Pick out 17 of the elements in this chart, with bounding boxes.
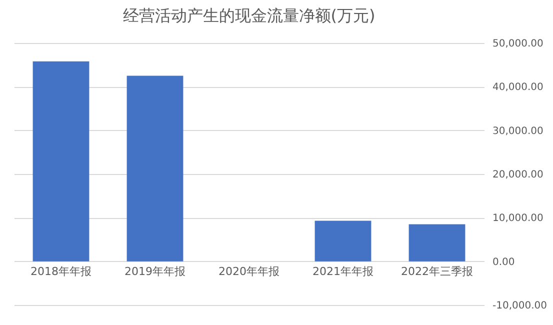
bar (314, 220, 372, 262)
bar (126, 76, 184, 262)
x-tick-label: 2018年年报 (30, 264, 92, 278)
x-tick-label: 2019年年报 (124, 264, 186, 278)
y-tick-label: 30,000.00 (492, 126, 544, 137)
x-tick-label: 2021年年报 (312, 264, 374, 278)
y-tick-label: 20,000.00 (492, 170, 544, 180)
y-tick-label: 50,000.00 (492, 38, 544, 50)
y-tick-label: 0.00 (492, 256, 515, 268)
y-tick-label: 10,000.00 (492, 213, 544, 224)
y-tick-label: 40,000.00 (492, 82, 544, 94)
y-tick-label: -10,000.00 (492, 300, 548, 312)
x-tick-label: 2022年三季报 (401, 264, 473, 278)
x-tick-label: 2020年年报 (218, 264, 280, 278)
bar (32, 61, 90, 262)
chart-title: 经营活动产生的现金流量净额(万元) (122, 6, 376, 25)
bar (408, 224, 466, 262)
